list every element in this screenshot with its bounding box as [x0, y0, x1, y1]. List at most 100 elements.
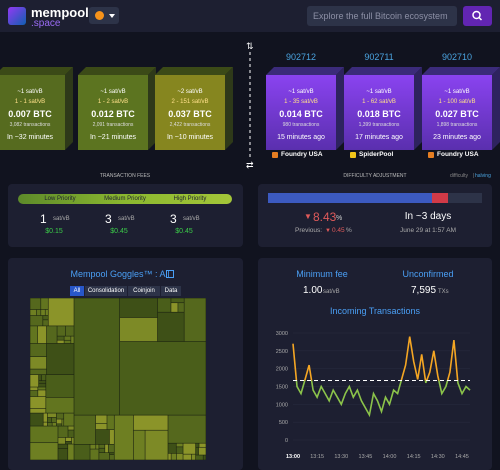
block-time: In ~10 minutes — [166, 134, 214, 141]
treemap-tx — [109, 452, 114, 455]
treemap-tx — [99, 452, 110, 460]
treemap-tx — [30, 443, 58, 460]
mined-block-top — [266, 67, 344, 75]
external-link-icon[interactable] — [166, 270, 174, 278]
search-button[interactable] — [463, 6, 492, 26]
block-time: 15 minutes ago — [277, 134, 325, 141]
pool-icon — [272, 152, 278, 158]
treemap-tx — [30, 343, 47, 357]
tab[interactable]: halving — [475, 173, 491, 179]
filter-button[interactable]: Coinjoin — [128, 286, 160, 296]
stat-value: 7,595 — [411, 285, 437, 296]
priority-label: Low Priority — [44, 196, 76, 202]
difficulty-eta: In ~3 days — [404, 211, 452, 222]
section-title: DIFFICULTY ADJUSTMENT — [343, 173, 407, 179]
block-height[interactable]: 902712 — [285, 52, 317, 62]
block-height[interactable]: 902711 — [364, 52, 394, 62]
treemap-tx — [30, 374, 39, 387]
treemap-tx — [119, 317, 158, 342]
priority-label: Medium Priority — [104, 196, 146, 202]
treemap-tx — [145, 430, 168, 460]
treemap-tx — [64, 340, 71, 344]
x-tick-label: 13:30 — [334, 454, 348, 460]
pool-name: SpiderPool — [359, 151, 394, 158]
treemap-tx — [183, 443, 196, 454]
treemap-tx — [30, 369, 47, 375]
treemap-tx — [30, 326, 38, 344]
treemap-tx — [199, 443, 206, 447]
treemap-tx — [56, 419, 62, 424]
treemap-tx — [195, 455, 203, 460]
block-fee-range: 1 - 1 sat/vB — [14, 99, 46, 105]
treemap-tx — [57, 340, 64, 344]
mined-block-face — [422, 75, 492, 150]
mined-block-face — [266, 75, 336, 150]
block-time: 17 minutes ago — [355, 134, 403, 141]
logo-sub[interactable]: .space — [31, 18, 61, 29]
search-input[interactable]: Explore the full Bitcoin ecosystem — [307, 6, 457, 26]
treemap-tx — [171, 453, 177, 460]
pool-name: Foundry USA — [281, 151, 323, 158]
stat-label: Unconfirmed — [402, 269, 454, 279]
treemap-tx — [30, 356, 47, 369]
logo-icon[interactable] — [8, 7, 26, 25]
treemap-tx — [71, 336, 74, 344]
goggles-title[interactable]: Mempool Goggles™ : All — [70, 269, 170, 279]
treemap-tx — [68, 444, 74, 460]
treemap-tx — [90, 449, 99, 460]
treemap-tx — [30, 426, 58, 443]
tab[interactable]: difficulty — [450, 173, 468, 179]
treemap-tx — [47, 422, 52, 426]
treemap-tx — [114, 415, 134, 460]
treemap-tx — [95, 423, 107, 430]
pool-name: Foundry USA — [437, 151, 479, 158]
treemap-tx — [119, 298, 158, 318]
treemap-tx — [38, 390, 46, 397]
block-fee-range: 1 - 100 sat/vB — [438, 99, 476, 105]
previous-label: Previous: — [295, 227, 323, 234]
treemap-tx — [51, 417, 57, 423]
treemap-tx — [90, 444, 96, 449]
treemap-tx — [203, 455, 206, 460]
treemap-tx — [30, 408, 46, 413]
difficulty-unit: % — [336, 215, 343, 222]
treemap-tx — [46, 374, 74, 398]
filter-button[interactable]: All — [70, 286, 84, 296]
network-selector[interactable] — [89, 7, 119, 24]
treemap-tx — [46, 326, 57, 344]
block-total: 0.007 BTC — [8, 109, 52, 119]
section-title: TRANSACTION FEES — [99, 173, 151, 179]
treemap-tx — [74, 298, 120, 415]
treemap-tx — [43, 320, 48, 326]
bitcoin-icon — [95, 11, 104, 20]
incoming-tx-line — [292, 336, 471, 418]
treemap-tx — [48, 298, 74, 326]
treemap-tx — [176, 443, 183, 447]
y-tick-label: 500 — [279, 420, 288, 426]
treemap-tx — [65, 326, 74, 336]
tab-separator: | — [473, 173, 475, 179]
y-tick-label: 2500 — [276, 349, 288, 355]
treemap-tx — [41, 374, 46, 381]
y-tick-label: 2000 — [276, 367, 288, 373]
block-time: 23 minutes ago — [433, 134, 481, 141]
treemap-tx — [68, 430, 74, 438]
treemap-tx — [119, 341, 206, 415]
card — [258, 258, 492, 470]
block-tx-count: 1,399 transactions — [358, 122, 400, 128]
treemap-tx — [38, 374, 42, 381]
arrow-icon: ⇅ — [246, 41, 254, 51]
block-total: 0.014 BTC — [279, 109, 323, 119]
filter-button[interactable]: Consolidation — [85, 286, 127, 296]
stat-value: 1.00 — [303, 285, 323, 296]
logo-text[interactable]: mempool — [31, 5, 89, 20]
treemap-tx — [30, 309, 37, 316]
block-fee-range: 2 - 151 sat/vB — [171, 99, 209, 105]
previous-change: 0.45 — [332, 227, 345, 234]
treemap-tx — [195, 443, 199, 447]
treemap-tx — [57, 326, 66, 336]
filter-button[interactable]: Data — [161, 286, 181, 296]
block-height[interactable]: 902710 — [441, 52, 473, 62]
treemap-tx — [38, 383, 46, 387]
